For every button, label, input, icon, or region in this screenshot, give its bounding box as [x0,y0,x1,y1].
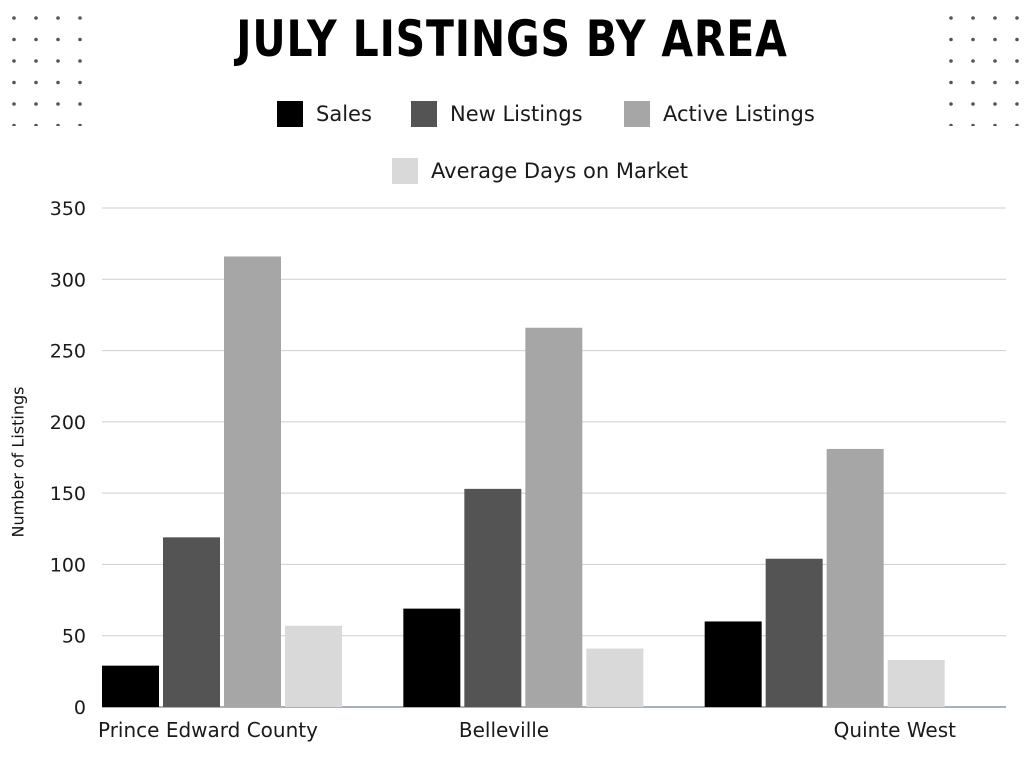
legend-swatch-new-listings [411,101,437,127]
decorative-dot-grid-left [12,16,82,126]
legend-label-average-days-on-market: Average Days on Market [431,159,689,183]
chart-title: JULY LISTINGS BY AREA [236,10,788,68]
legend-label-sales: Sales [316,102,372,126]
decorative-dot-grid-right [949,16,1019,126]
bar-active-listings [525,327,583,707]
y-axis-ticks: 0 50 100 150 200 250 300 350 [50,198,86,719]
x-axis-ticks: Prince Edward County Belleville Quinte Wes… [98,718,956,742]
y-tick-label: 50 [62,626,86,648]
y-tick-label: 200 [50,412,86,434]
x-tick-label: Prince Edward County [98,718,318,742]
y-tick-label: 250 [50,341,86,363]
bar-active-listings [224,256,281,707]
bar-active-listings [826,448,884,707]
legend-swatch-sales [277,101,303,127]
bar-new-listings [163,537,220,707]
x-tick-label: Quinte West [834,718,956,742]
legend-label-new-listings: New Listings [450,102,583,126]
bar-sales [102,665,159,707]
bar-average-days-on-market [285,625,342,707]
bars [102,256,945,707]
bar-new-listings [464,488,522,707]
bar-average-days-on-market [887,659,945,707]
legend-swatch-average-days-on-market [392,158,418,184]
y-tick-label: 300 [50,269,86,291]
bar-sales [403,608,461,707]
y-tick-label: 350 [50,198,86,220]
bar-sales [704,621,762,707]
legend-label-active-listings: Active Listings [663,102,815,126]
y-tick-label: 0 [74,697,86,719]
legend-item-new-listings: New Listings [411,100,583,128]
legend-swatch-active-listings [624,101,650,127]
bar-new-listings [765,558,823,707]
y-tick-label: 150 [50,483,86,505]
y-tick-label: 100 [50,554,86,576]
bar-average-days-on-market [586,648,644,707]
legend-item-active-listings: Active Listings [624,100,815,128]
legend-item-sales: Sales [277,100,372,128]
x-tick-label: Belleville [459,718,549,742]
legend-item-average-days-on-market: Average Days on Market [392,157,688,185]
